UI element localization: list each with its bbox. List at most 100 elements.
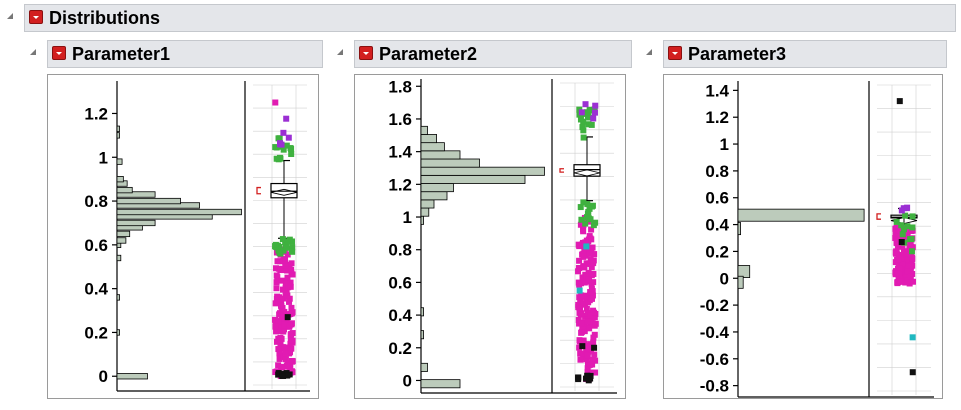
data-point	[287, 340, 294, 347]
histogram-bar	[116, 230, 131, 238]
distributions-outline: Distributions	[4, 4, 956, 404]
y-tick-label: 1.4	[705, 81, 729, 100]
data-point	[289, 271, 296, 278]
data-point	[288, 310, 295, 317]
y-tick-label: 0	[403, 371, 412, 390]
red-triangle-menu-icon[interactable]	[359, 46, 373, 60]
data-point	[588, 264, 595, 271]
data-point	[273, 338, 280, 345]
data-point	[895, 256, 902, 263]
mean-diamond	[270, 188, 298, 196]
data-point	[587, 318, 594, 325]
data-point	[577, 204, 584, 211]
data-point	[578, 320, 585, 327]
data-point	[583, 345, 590, 352]
panel-header-parameter2[interactable]: Parameter2	[337, 40, 632, 68]
y-tick-label: 0.8	[388, 241, 412, 260]
data-point	[272, 316, 279, 323]
distribution-chart-parameter2[interactable]: 1.8 1.6 1.4 1.2 1 0.8 0.6 0.4 0.2 0	[355, 75, 625, 398]
histogram-bar	[420, 150, 461, 160]
histogram-bar	[737, 275, 744, 289]
histogram-bar	[116, 219, 156, 227]
distributions-header[interactable]: Distributions	[7, 4, 956, 32]
data-point	[287, 331, 294, 338]
data-point	[579, 323, 586, 330]
data-point	[580, 134, 587, 141]
data-point	[590, 115, 597, 122]
data-point	[580, 292, 587, 299]
red-triangle-menu-icon[interactable]	[52, 46, 66, 60]
data-point	[899, 231, 906, 238]
data-point	[591, 344, 598, 351]
mean-diamond	[573, 169, 601, 177]
data-point	[905, 263, 912, 270]
disclosure-triangle-icon[interactable]	[7, 13, 13, 19]
histogram-bar	[420, 307, 424, 317]
panel-header-parameter1[interactable]: Parameter1	[30, 40, 323, 68]
data-point	[282, 257, 289, 264]
y-tick-label: 0.2	[705, 242, 729, 261]
data-point	[289, 248, 296, 255]
data-point	[894, 270, 901, 277]
data-point	[586, 233, 593, 240]
y-tick-label: 0.8	[705, 162, 729, 181]
data-point	[275, 371, 282, 378]
data-point	[287, 279, 294, 286]
data-point	[581, 328, 588, 335]
data-point	[273, 155, 280, 162]
histogram-bar	[420, 158, 480, 168]
data-point	[586, 325, 593, 332]
data-point	[284, 314, 291, 321]
panel-frame-parameter1: 1.2 1 0.8 0.6 0.4 0.2 0	[47, 74, 319, 399]
outline-title: Distributions	[49, 8, 160, 28]
data-point	[579, 241, 586, 248]
panel-header-parameter3[interactable]: Parameter3	[646, 40, 947, 68]
data-point	[575, 265, 582, 272]
data-point	[903, 205, 910, 212]
y-tick-label: 0.6	[388, 273, 412, 292]
red-triangle-menu-icon[interactable]	[668, 46, 682, 60]
data-point	[575, 268, 582, 275]
data-point	[904, 255, 911, 262]
data-point	[585, 299, 592, 306]
data-point	[894, 243, 901, 250]
data-point	[908, 235, 915, 242]
data-point	[288, 151, 295, 158]
data-point	[283, 115, 290, 122]
distribution-chart-parameter1[interactable]: 1.2 1 0.8 0.6 0.4 0.2 0	[48, 75, 318, 398]
data-point	[289, 337, 296, 344]
histogram-bar	[116, 254, 122, 262]
data-point	[590, 334, 597, 341]
data-point	[277, 344, 284, 351]
histogram-bar	[420, 125, 428, 135]
disclosure-triangle-icon[interactable]	[30, 49, 36, 55]
y-tick-label: 0	[720, 269, 729, 288]
data-point	[900, 226, 907, 233]
data-point	[592, 357, 599, 364]
data-point	[577, 221, 584, 228]
data-point	[896, 265, 903, 272]
data-point	[902, 212, 909, 219]
distribution-chart-parameter3[interactable]: 1.4 1.2 1 0.8 0.6 0.4 0.2 0 -0.2 -0.4 -0.6 -0.8	[664, 75, 942, 398]
y-tick-label: 1.8	[388, 77, 412, 96]
data-point	[592, 102, 599, 109]
y-tick-label: -0.6	[700, 350, 729, 369]
data-point	[585, 276, 592, 283]
data-point	[585, 269, 592, 276]
data-point	[278, 277, 285, 284]
disclosure-triangle-icon[interactable]	[646, 49, 652, 55]
disclosure-triangle-icon[interactable]	[337, 49, 343, 55]
data-point	[588, 121, 595, 128]
shortest-half-bracket	[876, 213, 881, 220]
data-point	[287, 364, 294, 371]
red-triangle-menu-icon[interactable]	[29, 10, 43, 24]
histogram-bar	[116, 329, 120, 336]
data-point	[575, 304, 582, 311]
data-point	[587, 347, 594, 354]
data-point	[580, 250, 587, 257]
data-point	[580, 199, 587, 206]
data-point	[584, 318, 591, 325]
data-point	[896, 227, 903, 234]
data-point	[588, 272, 595, 279]
data-point	[907, 273, 914, 280]
